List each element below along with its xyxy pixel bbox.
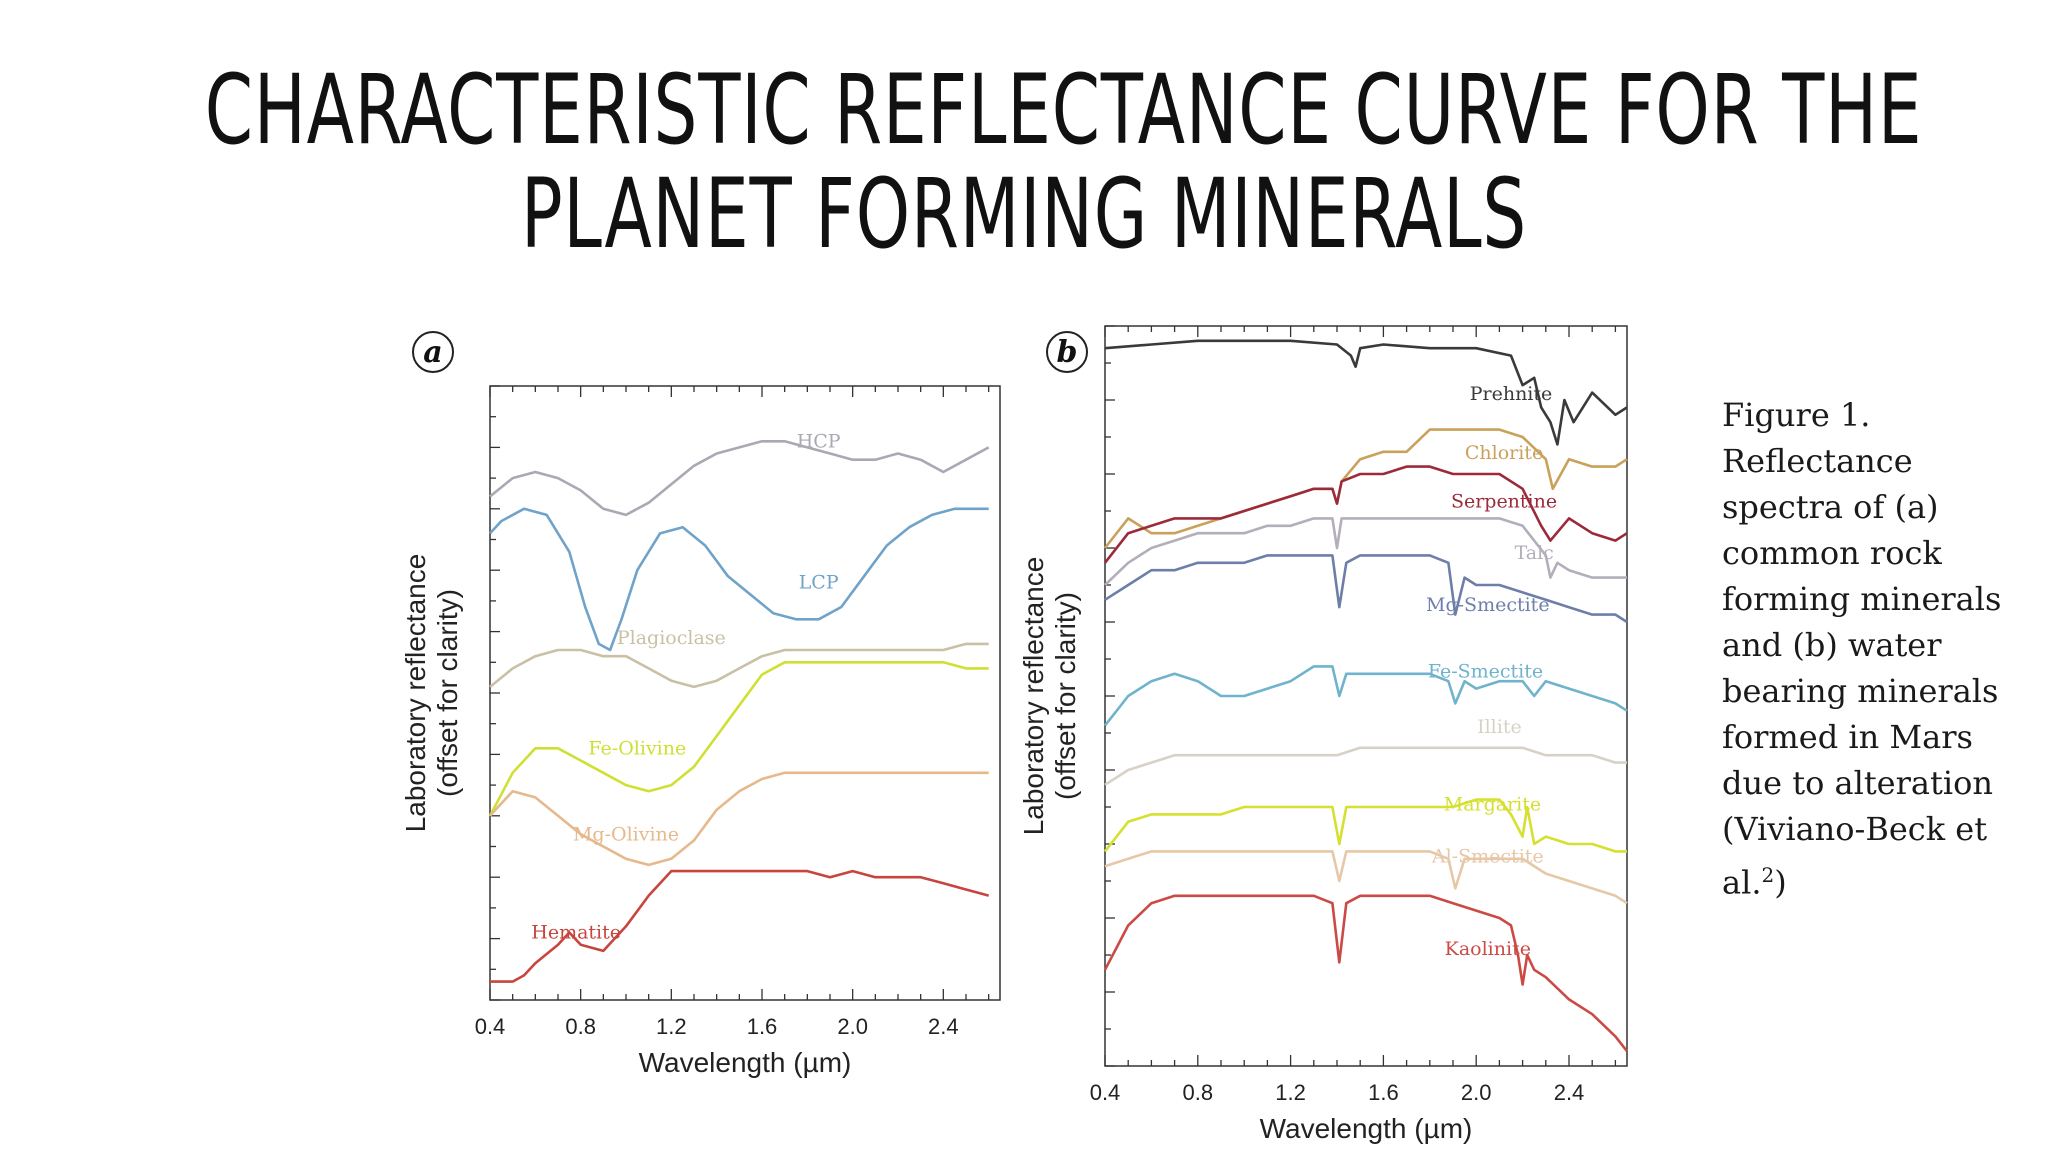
x-tick-label: 0.8	[565, 1014, 596, 1039]
panel-label-circle	[412, 331, 454, 373]
series-line-serpentine	[1103, 465, 1628, 564]
series-label-mg-olivine: Mg-Olivine	[573, 823, 679, 845]
x-tick-label: 1.2	[1275, 1080, 1306, 1105]
series-line-kaolinite	[1103, 894, 1629, 1053]
series-line-prehnite	[1104, 339, 1628, 446]
title-line-2: PLANET FORMING MINERALS	[520, 158, 1528, 270]
y-axis-label: Laboratory reflectance	[1018, 557, 1049, 836]
caption-text: Figure 1. Reflectance spectra of (a) com…	[1722, 396, 2002, 902]
plot-frame	[1104, 325, 1628, 1067]
panel-label-circle	[1046, 331, 1088, 373]
x-tick-label: 1.6	[747, 1014, 778, 1039]
series-line-illite	[1104, 746, 1627, 786]
series-label-serpentine: Serpentine	[1451, 490, 1557, 512]
y-axis-sublabel: (offset for clarity)	[1050, 592, 1081, 800]
x-tick-label: 0.8	[1183, 1080, 1214, 1105]
series-line-lcp	[489, 507, 989, 652]
y-axis-label: Laboratory reflectance	[400, 554, 431, 833]
panel-label: a	[423, 335, 442, 370]
series-label-al-smectite: Al-Smectite	[1431, 846, 1544, 868]
x-axis-label: Wavelength (µm)	[639, 1047, 852, 1078]
series-line-fe-olivine	[488, 661, 989, 817]
figure-panel-b: 0.4 0.8 1.2 1.6 2.0 2.4 Wavelength (µm) Laborat…	[1015, 318, 1635, 1152]
x-tick-label: 2.4	[1554, 1080, 1585, 1105]
series-line-al-smectite	[1104, 850, 1628, 905]
series-label-margarite: Margarite	[1444, 794, 1541, 816]
chart-panel-a: 0.4 0.8 1.2 1.6 2.0 2.4 Wavelength (µm) Laborat…	[400, 331, 1001, 1078]
series-line-hcp	[489, 440, 990, 517]
series-label-prehnite: Prehnite	[1470, 383, 1553, 405]
x-tick-label: 2.4	[928, 1014, 959, 1039]
series-line-plagioclase	[489, 642, 989, 689]
caption-end: )	[1774, 863, 1787, 902]
series-label-chlorite: Chlorite	[1465, 442, 1543, 464]
series-line-fe-smectite	[1103, 665, 1628, 727]
x-tick-label: 2.0	[1461, 1080, 1492, 1105]
x-tick-label: 0.4	[1090, 1080, 1121, 1105]
caption-superscript: 2	[1761, 863, 1775, 887]
series-label-hcp: HCP	[797, 430, 841, 452]
slide-title: CHARACTERISTIC REFLECTANCE CURVE FOR THE…	[204, 54, 1923, 270]
series-label-fe-olivine: Fe-Olivine	[588, 737, 686, 759]
series-label-hematite: Hematite	[531, 922, 621, 944]
x-tick-label: 0.4	[475, 1014, 506, 1039]
y-axis-sublabel: (offset for clarity)	[432, 589, 463, 797]
figure-caption: Figure 1. Reflectance spectra of (a) com…	[1722, 392, 2022, 906]
panel-label: b	[1057, 335, 1078, 370]
figure-panel-a: 0.4 0.8 1.2 1.6 2.0 2.4 Wavelength (µm) Laborat…	[395, 318, 1010, 1098]
title-line-1: CHARACTERISTIC REFLECTANCE CURVE FOR THE	[204, 54, 1923, 166]
series-label-illite: Illite	[1477, 716, 1522, 738]
series-label-kaolinite: Kaolinite	[1445, 938, 1531, 960]
x-axis-label: Wavelength (µm)	[1260, 1113, 1473, 1144]
x-tick-label: 1.6	[1368, 1080, 1399, 1105]
series-label-mg-smectite: Mg-Smectite	[1426, 594, 1550, 616]
series-label-talc: Talc	[1515, 542, 1554, 564]
series-label-fe-smectite: Fe-Smectite	[1428, 661, 1543, 683]
x-tick-label: 1.2	[656, 1014, 687, 1039]
chart-panel-b: 0.4 0.8 1.2 1.6 2.0 2.4 Wavelength (µm) Laborat…	[1018, 325, 1629, 1144]
series-label-lcp: LCP	[799, 572, 839, 594]
series-line-mg-smectite	[1104, 554, 1628, 624]
series-line-chlorite	[1103, 428, 1628, 549]
series-line-margarite	[1103, 798, 1627, 853]
plot-frame	[489, 385, 1001, 1001]
series-line-talc	[1104, 517, 1627, 586]
x-tick-label: 2.0	[837, 1014, 868, 1039]
series-line-mg-olivine	[489, 771, 989, 867]
series-label-plagioclase: Plagioclase	[617, 627, 726, 649]
series-line-hematite	[490, 869, 990, 983]
